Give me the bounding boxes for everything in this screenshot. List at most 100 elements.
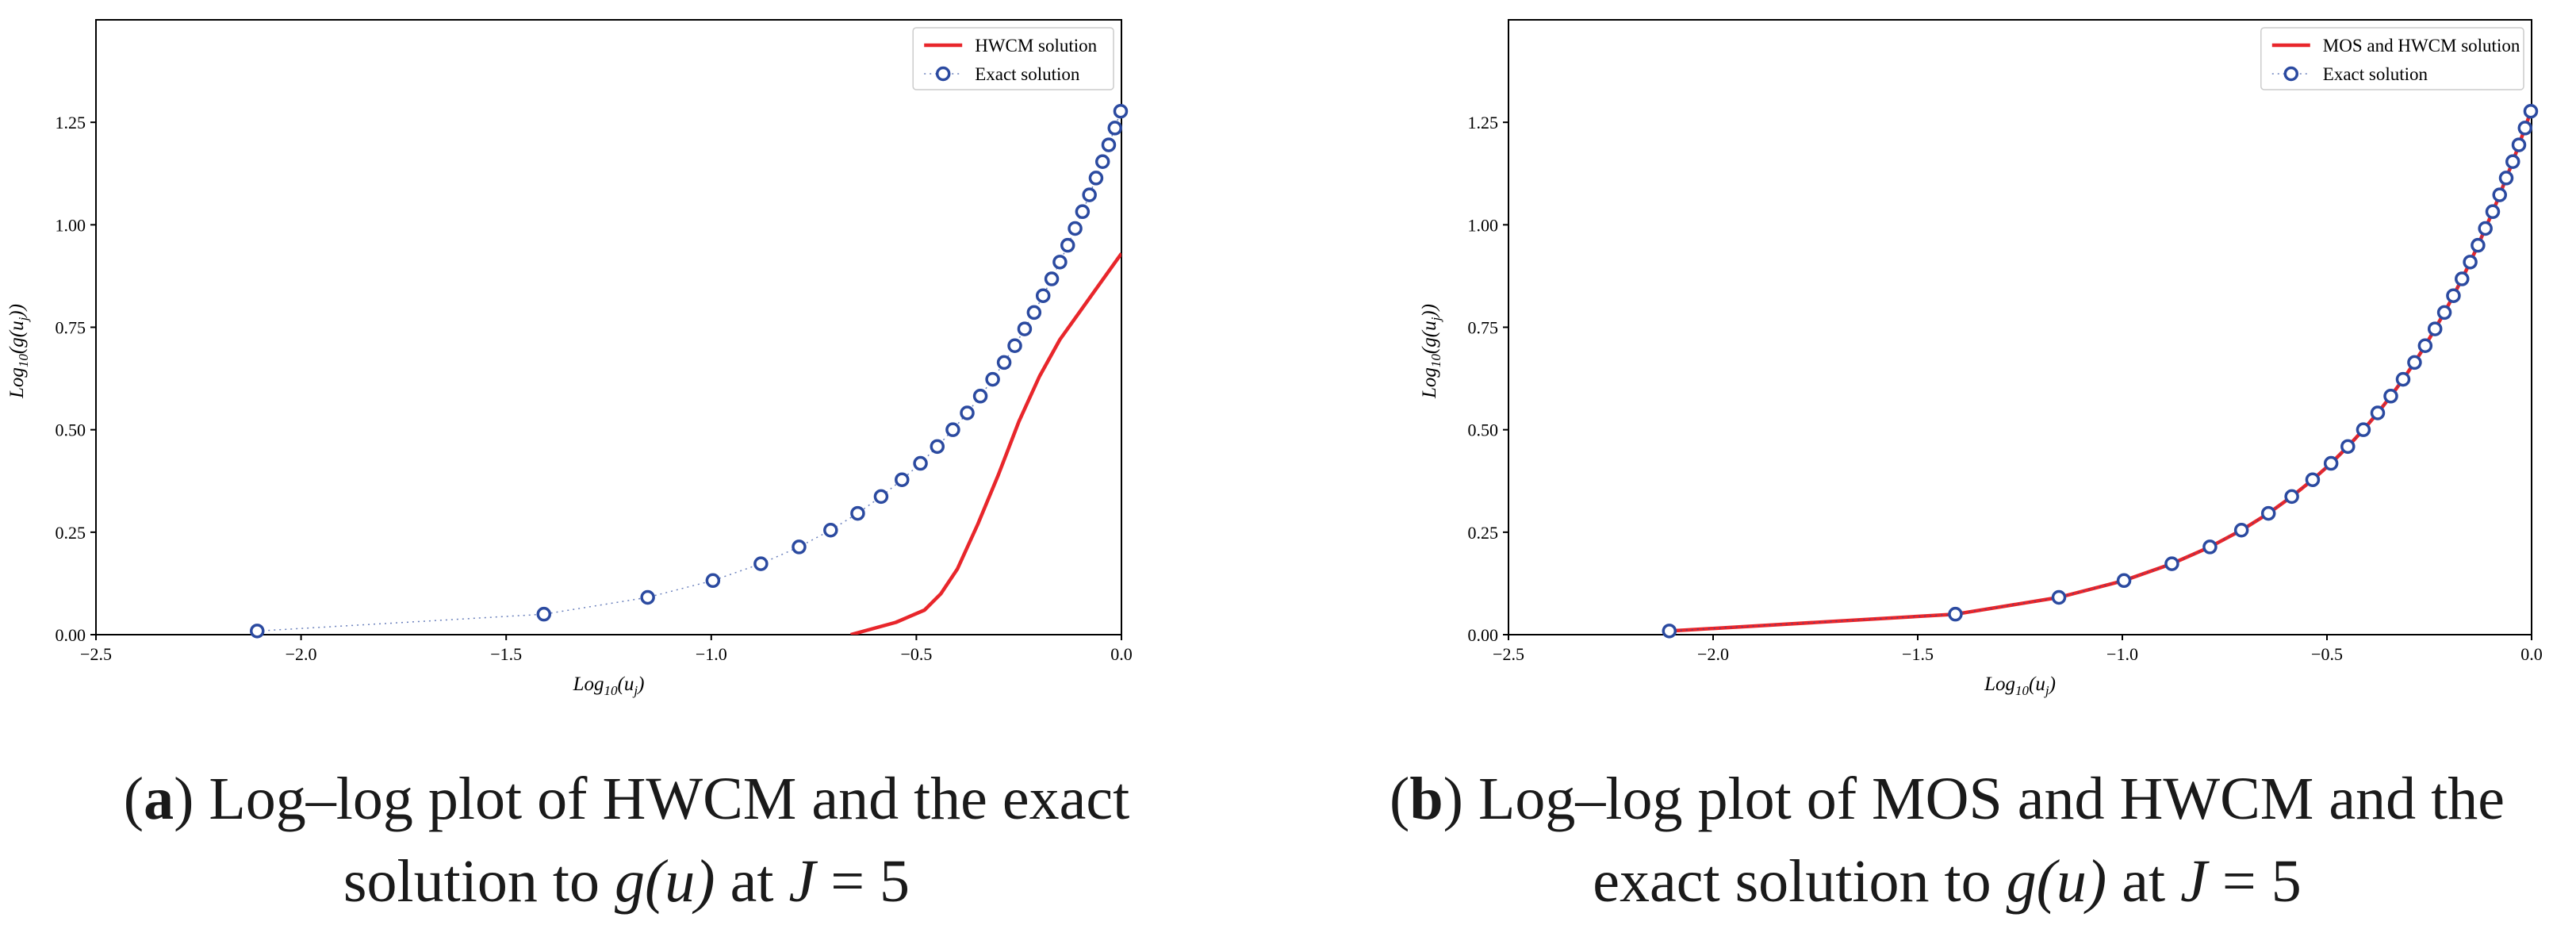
caption-a-text: Log–log plot of HWCM and the exact — [209, 766, 1130, 832]
data-point — [930, 439, 945, 455]
caption-a-func: g(u) — [614, 848, 715, 915]
x-tick-label: −2.0 — [286, 644, 317, 664]
legend: HWCM solution Exact solution — [912, 27, 1114, 90]
caption-b-prefix: exact solution to — [1593, 848, 2007, 915]
legend-label: HWCM solution — [975, 36, 1097, 56]
data-point — [1044, 271, 1060, 286]
data-point — [2233, 523, 2249, 538]
data-point — [792, 539, 807, 555]
caption-b-func: g(u) — [2006, 848, 2107, 915]
data-point — [1026, 305, 1042, 321]
x-tick-label: −0.5 — [2311, 644, 2343, 664]
caption-b-suffix: = 5 — [2206, 848, 2302, 915]
x-tick-label: −1.0 — [2106, 644, 2138, 664]
data-point — [536, 606, 552, 622]
x-tick-label: −1.5 — [490, 644, 522, 664]
data-point — [753, 556, 769, 571]
caption-b-line2: exact solution to g(u) at J = 5 — [1321, 840, 2574, 923]
series-line — [1669, 110, 2532, 633]
data-point — [1082, 187, 1097, 202]
data-point — [2395, 371, 2411, 387]
data-point — [2116, 573, 2132, 589]
data-point — [996, 355, 1012, 370]
caption-a-var: J — [788, 848, 816, 915]
caption-a-line1: (a) Log–log plot of HWCM and the exact — [123, 766, 1130, 832]
data-point — [1060, 237, 1075, 253]
data-point — [2051, 589, 2067, 605]
data-point — [250, 624, 265, 639]
data-point — [823, 523, 838, 538]
data-point — [1052, 255, 1068, 270]
legend: MOS and HWCM solution Exact solution — [2260, 27, 2524, 90]
series-0 — [850, 252, 1121, 635]
x-tick-label: −1.0 — [696, 644, 727, 664]
data-point — [2523, 103, 2539, 119]
data-point — [895, 472, 910, 487]
data-point — [2260, 505, 2276, 521]
caption-b-text: Log–log plot of MOS and HWCM and the — [1478, 766, 2505, 832]
caption-b-tag: b — [1409, 766, 1443, 832]
y-tick-label: 1.00 — [1468, 215, 1499, 235]
series-0 — [1669, 110, 2532, 633]
y-tick-label: 0.00 — [1468, 625, 1499, 645]
data-point — [2436, 305, 2452, 321]
data-point — [1017, 321, 1033, 336]
data-point — [2383, 389, 2398, 404]
data-point — [2485, 204, 2501, 220]
data-point — [1113, 103, 1129, 119]
legend-marker-swatch — [2283, 66, 2299, 82]
data-point — [2427, 321, 2443, 336]
x-tick-label: 0.0 — [2520, 644, 2543, 664]
chart-b: −2.5 −2.0 −1.5 −1.0 −0.5 0.0 0.00 0.25 0.50 0.75 1… — [1419, 19, 2543, 698]
data-point — [2463, 255, 2478, 270]
legend-label: MOS and HWCM solution — [2323, 36, 2520, 56]
data-point — [972, 389, 988, 404]
data-point — [2471, 237, 2486, 253]
y-tick-label: 0.25 — [56, 523, 86, 543]
data-point — [2340, 439, 2356, 455]
y-tick-label: 0.50 — [1468, 420, 1499, 440]
data-point — [2356, 422, 2371, 437]
x-axis-label: Log10(uj) — [1984, 674, 2056, 698]
data-point — [1068, 221, 1083, 236]
x-tick-label: −2.0 — [1697, 644, 1729, 664]
data-point — [2492, 187, 2508, 202]
data-point — [1662, 624, 1677, 639]
x-tick-label: −2.5 — [80, 644, 112, 664]
legend-box — [2260, 27, 2524, 90]
data-point — [2517, 121, 2532, 136]
y-tick-label: 1.25 — [56, 113, 86, 132]
legend-label: Exact solution — [2323, 64, 2428, 84]
y-tick-label: 0.75 — [1468, 318, 1499, 338]
caption-b-mid: at — [2106, 848, 2181, 915]
y-tick-label: 1.00 — [56, 215, 86, 235]
data-point — [1088, 171, 1104, 186]
caption-a-prefix: solution to — [343, 848, 615, 915]
data-point — [2505, 154, 2520, 170]
data-point — [2164, 556, 2179, 571]
caption-b-var: J — [2180, 848, 2207, 915]
legend-label: Exact solution — [975, 64, 1080, 84]
data-point — [960, 405, 975, 420]
data-point — [2284, 489, 2299, 505]
x-tick-label: −1.5 — [1902, 644, 1934, 664]
data-point — [2202, 539, 2218, 555]
data-point — [2305, 472, 2321, 487]
data-point — [1007, 338, 1022, 353]
data-point — [2446, 288, 2461, 303]
data-point — [1075, 204, 1091, 220]
legend-box — [912, 27, 1114, 90]
plot-frame — [1508, 19, 2532, 635]
caption-a: (a) Log–log plot of HWCM and the exact s… — [0, 758, 1253, 923]
y-axis-label: Log10(g(uj)) — [1419, 304, 1443, 399]
series-dotted-line — [257, 110, 1121, 632]
data-point — [1948, 606, 1963, 622]
data-point — [2511, 137, 2527, 152]
caption-a-line2: solution to g(u) at J = 5 — [0, 840, 1253, 923]
y-axis-label: Log10(g(uj)) — [6, 304, 31, 399]
data-point — [640, 589, 655, 605]
caption-a-suffix: = 5 — [815, 848, 910, 915]
data-point — [705, 573, 721, 589]
data-point — [1107, 121, 1122, 136]
